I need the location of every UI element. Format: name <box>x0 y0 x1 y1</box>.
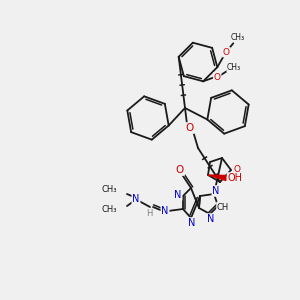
Text: CH₃: CH₃ <box>227 63 241 72</box>
Text: H: H <box>146 209 152 218</box>
Text: CH: CH <box>217 202 229 211</box>
Text: N: N <box>207 214 215 224</box>
Polygon shape <box>208 175 226 181</box>
Text: N: N <box>161 206 169 216</box>
Text: CH₃: CH₃ <box>101 185 117 194</box>
Text: CH₃: CH₃ <box>101 206 117 214</box>
Text: O: O <box>176 165 184 175</box>
Text: N: N <box>132 194 140 204</box>
Text: O: O <box>223 48 230 57</box>
Text: N: N <box>212 186 220 196</box>
Text: O: O <box>233 164 241 173</box>
Text: N: N <box>188 218 196 228</box>
Text: O: O <box>186 123 194 133</box>
Text: OH: OH <box>227 173 242 183</box>
Text: CH₃: CH₃ <box>230 33 244 42</box>
Text: O: O <box>214 73 221 82</box>
Text: N: N <box>174 190 182 200</box>
